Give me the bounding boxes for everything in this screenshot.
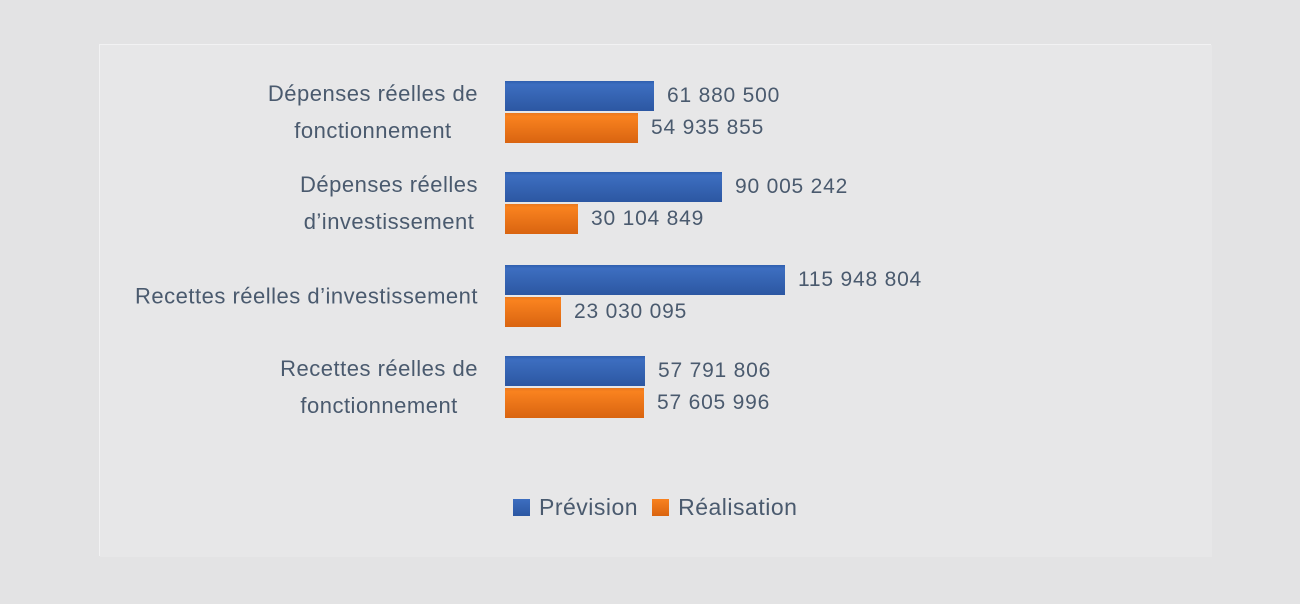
data-label: 57 791 806: [658, 359, 772, 382]
bar-realisation[interactable]: [505, 204, 578, 234]
bar-prevision[interactable]: [505, 172, 722, 202]
category-label: Dépenses réelles de fonctionnement: [268, 75, 478, 149]
bar-realisation[interactable]: [505, 388, 644, 418]
legend-swatch-prevision-icon: [513, 499, 530, 516]
data-label: 115 948 804: [798, 268, 923, 291]
data-label: 54 935 855: [651, 116, 765, 139]
bar-prevision[interactable]: [505, 265, 785, 295]
category-label: Recettes réelles d’investissement: [135, 278, 478, 315]
category-label-line: d’investissement: [303, 209, 475, 234]
category-label-line: fonctionnement: [300, 393, 458, 418]
category-label-line: Dépenses réelles: [300, 172, 478, 197]
legend-item-realisation[interactable]: Réalisation: [652, 494, 797, 521]
legend-label-prevision: Prévision: [539, 494, 639, 520]
category-label: Dépenses réelles d’investissement: [300, 166, 478, 240]
legend-swatch-realisation-icon: [652, 499, 670, 516]
data-label: 23 030 095: [574, 300, 688, 323]
data-label: 57 605 996: [657, 391, 771, 414]
category-label: Recettes réelles de fonctionnement: [280, 350, 478, 424]
category-label-line: Dépenses réelles de: [267, 81, 478, 106]
chart-plot-area: [100, 45, 1212, 557]
data-label: 61 880 500: [667, 84, 781, 107]
legend-label-realisation: Réalisation: [678, 494, 798, 520]
data-label: 30 104 849: [591, 207, 705, 230]
bar-prevision[interactable]: [505, 356, 645, 386]
data-label: 90 005 242: [735, 175, 849, 198]
chart-legend: Prévision Réalisation: [513, 494, 797, 521]
legend-item-prevision[interactable]: Prévision: [513, 494, 638, 521]
bar-realisation[interactable]: [505, 297, 561, 327]
bar-prevision[interactable]: [505, 81, 654, 111]
category-label-line: Recettes réelles de: [280, 356, 478, 381]
category-label-line: fonctionnement: [294, 118, 452, 143]
category-label-line: Recettes réelles d’investissement: [135, 283, 478, 309]
bar-realisation[interactable]: [505, 113, 638, 143]
